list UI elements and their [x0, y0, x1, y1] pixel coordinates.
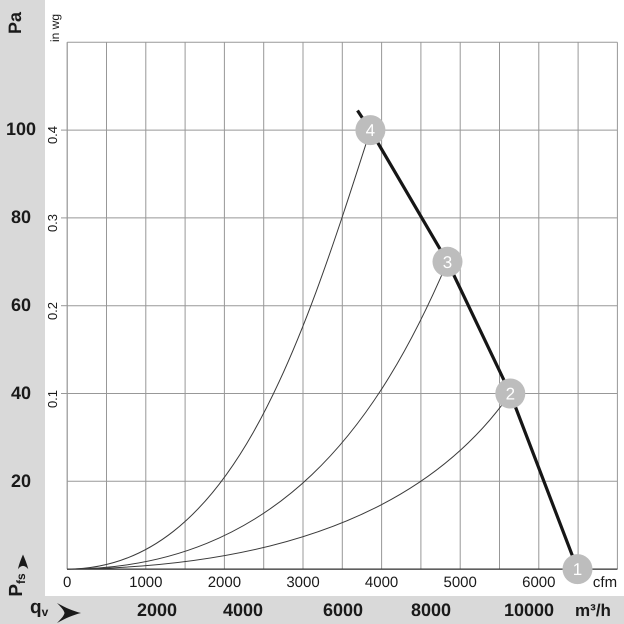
svg-text:10000: 10000	[504, 600, 554, 620]
svg-text:0.2: 0.2	[45, 302, 60, 320]
svg-text:6000: 6000	[522, 574, 555, 591]
svg-text:cfm: cfm	[593, 574, 617, 591]
svg-text:4000: 4000	[223, 600, 263, 620]
svg-text:4000: 4000	[365, 574, 398, 591]
svg-text:5000: 5000	[444, 574, 477, 591]
svg-text:80: 80	[11, 207, 31, 227]
svg-text:0.1: 0.1	[45, 390, 60, 408]
svg-text:Pa: Pa	[5, 11, 25, 34]
svg-text:0: 0	[63, 574, 71, 591]
svg-text:2000: 2000	[208, 574, 241, 591]
svg-text:2000: 2000	[137, 600, 177, 620]
svg-text:3000: 3000	[286, 574, 319, 591]
svg-text:4: 4	[366, 121, 375, 140]
svg-text:1: 1	[573, 560, 582, 579]
svg-text:60: 60	[11, 295, 31, 315]
svg-text:1000: 1000	[129, 574, 162, 591]
svg-text:0.4: 0.4	[45, 126, 60, 144]
svg-text:0.3: 0.3	[45, 214, 60, 232]
svg-text:8000: 8000	[411, 600, 451, 620]
svg-text:20: 20	[11, 471, 31, 491]
svg-text:3: 3	[443, 253, 452, 272]
svg-text:2: 2	[506, 385, 515, 404]
svg-text:6000: 6000	[323, 600, 363, 620]
svg-text:m³/h: m³/h	[575, 601, 611, 620]
svg-text:in wg: in wg	[48, 14, 62, 42]
svg-text:40: 40	[11, 383, 31, 403]
svg-text:100: 100	[6, 119, 36, 139]
